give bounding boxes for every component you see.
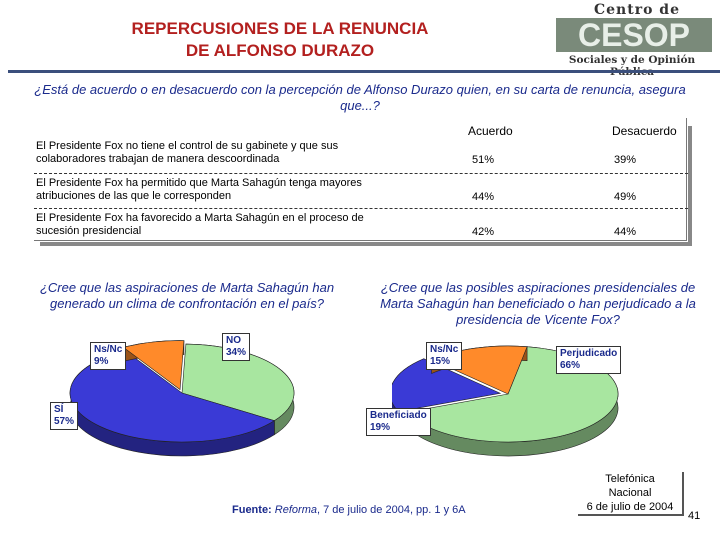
- row-statement: El Presidente Fox ha permitido que Marta…: [36, 177, 362, 202]
- title-line-1: REPERCUSIONES DE LA RENUNCIA: [131, 19, 429, 38]
- pie1-label-si: SÍ 57%: [50, 402, 79, 430]
- pie1-label-nsnc-name: Ns/Nc: [94, 344, 123, 355]
- question-1: ¿Está de acuerdo o en desacuerdo con la …: [34, 82, 686, 113]
- pie1-label-no: NO 34%: [222, 333, 251, 361]
- pie2-label-perjudicado-value: 66%: [560, 360, 581, 371]
- cesop-logo: Centro de Estudios CESOP Sociales y de O…: [552, 2, 712, 78]
- stamp-line-2: Nacional: [608, 487, 652, 499]
- row-desacuerdo-value: 39%: [614, 154, 637, 166]
- pie2-label-beneficiado: Beneficiado 19%: [366, 408, 431, 436]
- pie2-label-beneficiado-name: Beneficiado: [370, 410, 427, 421]
- pie2-label-perjudicado-name: Perjudicado: [560, 348, 618, 359]
- pie2-label-nsnc: Ns/Nc 15%: [426, 342, 463, 370]
- page-number: 41: [688, 510, 701, 522]
- source-label: Fuente:: [232, 504, 272, 516]
- table-shadow-bottom: [40, 242, 692, 246]
- stamp-line-1: Telefónica: [605, 473, 655, 485]
- pie1-question: ¿Cree que las aspiraciones de Marta Saha…: [39, 280, 335, 311]
- logo-mark-text: CESOP: [578, 18, 690, 52]
- pie1-slice-0: [181, 343, 295, 422]
- pie2-label-nsnc-value: 15%: [430, 356, 451, 367]
- column-header-acuerdo: Acuerdo: [468, 124, 513, 138]
- pie1-label-nsnc-value: 9%: [94, 356, 109, 367]
- pie1-label-no-name: NO: [226, 335, 241, 346]
- table-row: El Presidente Fox ha favorecido a Marta …: [34, 210, 688, 244]
- pie2-slice-1: [392, 358, 502, 412]
- table-shadow-right: [688, 126, 692, 246]
- row-statement: El Presidente Fox ha favorecido a Marta …: [36, 212, 364, 237]
- source-note: Fuente: Reforma, 7 de julio de 2004, pp.…: [232, 504, 466, 516]
- agreement-table: Acuerdo Desacuerdo El Presidente Fox no …: [34, 118, 692, 246]
- pie2-label-nsnc-name: Ns/Nc: [430, 344, 459, 355]
- logo-mark: CESOP: [556, 18, 712, 52]
- pie1-label-no-value: 34%: [226, 347, 247, 358]
- pie1-label-si-value: 57%: [54, 416, 75, 427]
- pie1-label-si-name: SÍ: [54, 404, 64, 415]
- row-divider: [34, 173, 688, 174]
- source-publication: Reforma: [274, 504, 317, 516]
- column-header-desacuerdo: Desacuerdo: [612, 124, 677, 138]
- header-rule: [8, 70, 720, 73]
- table-row: El Presidente Fox ha permitido que Marta…: [34, 175, 688, 209]
- row-desacuerdo-value: 44%: [614, 226, 637, 238]
- pie2-label-beneficiado-value: 19%: [370, 422, 391, 433]
- table-frame: [34, 118, 687, 241]
- stamp-line-3: 6 de julio de 2004: [586, 501, 674, 513]
- page-title: REPERCUSIONES DE LA RENUNCIA DE ALFONSO …: [60, 18, 500, 62]
- row-desacuerdo-value: 49%: [614, 191, 637, 203]
- survey-stamp: Telefónica Nacional 6 de julio de 2004: [578, 472, 684, 516]
- row-acuerdo-value: 42%: [472, 226, 495, 238]
- source-details: , 7 de julio de 2004, pp. 1 y 6A: [316, 504, 466, 516]
- row-acuerdo-value: 44%: [472, 191, 495, 203]
- pie2-question: ¿Cree que las posibles aspiraciones pres…: [380, 280, 696, 327]
- title-line-2: DE ALFONSO DURAZO: [185, 41, 375, 60]
- logo-bottom-text: Sociales y de Opinión Pública: [568, 54, 696, 78]
- pie1-slice-1: [69, 350, 276, 443]
- pie2-label-perjudicado: Perjudicado 66%: [556, 346, 622, 374]
- pie-chart-confrontacion: [69, 340, 295, 457]
- table-row: El Presidente Fox no tiene el control de…: [34, 138, 688, 172]
- pie1-label-nsnc: Ns/Nc 9%: [90, 342, 127, 370]
- row-divider: [34, 208, 688, 209]
- row-statement: El Presidente Fox no tiene el control de…: [36, 140, 339, 165]
- row-acuerdo-value: 51%: [472, 154, 495, 166]
